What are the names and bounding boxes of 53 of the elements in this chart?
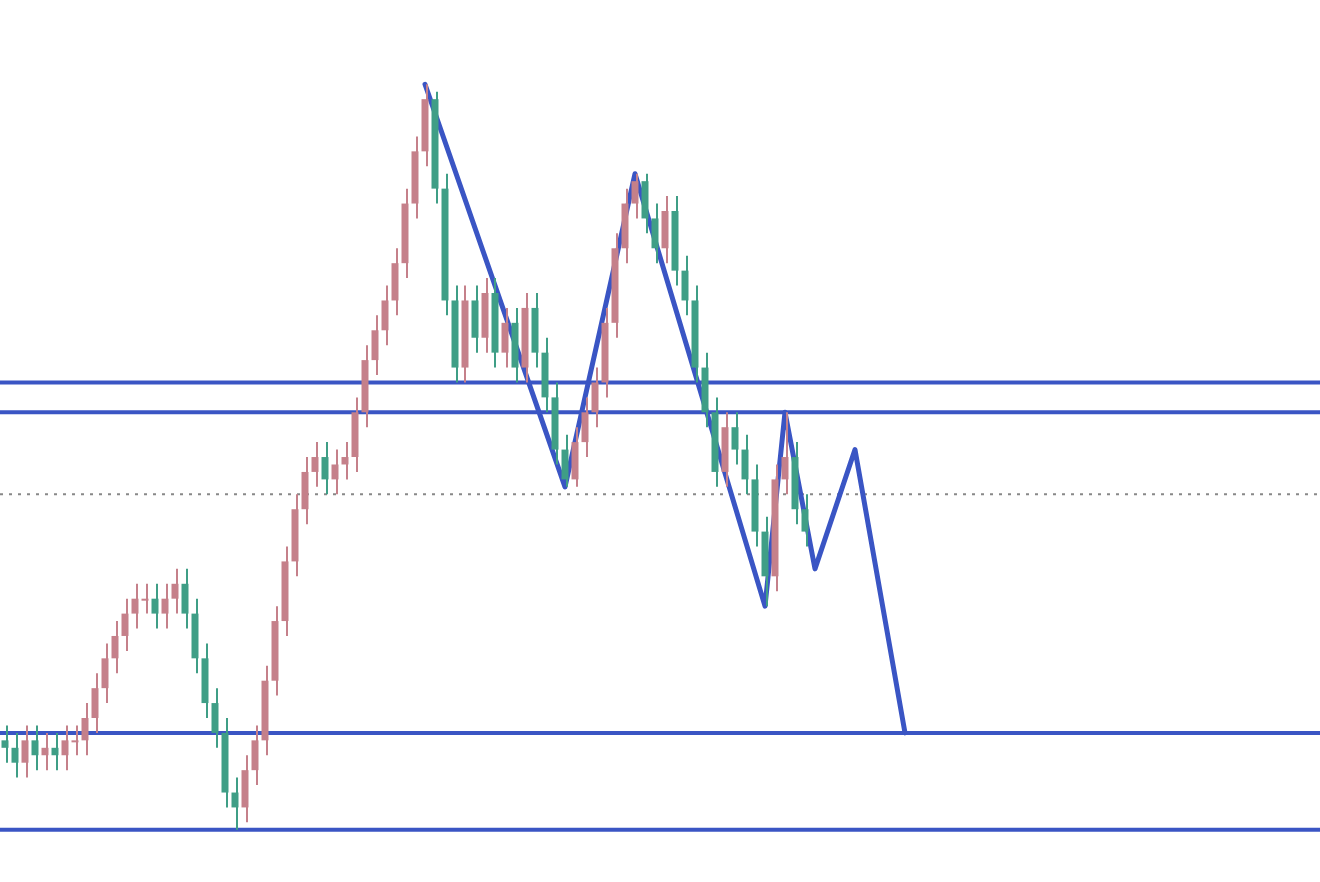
candlestick <box>391 247 399 317</box>
candlestick <box>681 254 689 317</box>
candlestick <box>731 411 739 466</box>
candlestick <box>111 620 119 675</box>
candlestick <box>321 441 329 496</box>
candlestick <box>511 306 519 384</box>
candlestick <box>381 284 389 347</box>
candlestick <box>1 724 9 764</box>
candlestick <box>581 396 589 459</box>
candlestick <box>571 426 579 488</box>
candlestick <box>351 396 359 473</box>
candlestick <box>701 351 709 429</box>
candlestick <box>181 567 189 630</box>
candlestick <box>631 172 639 220</box>
candlestick <box>171 567 179 615</box>
candlestick <box>231 776 239 831</box>
candlestick <box>151 582 159 630</box>
candlestick <box>371 314 379 377</box>
candlestick <box>191 597 199 675</box>
candlestick <box>641 172 649 235</box>
candlestick <box>741 433 749 496</box>
candlestick <box>561 433 569 488</box>
candlestick <box>301 456 309 526</box>
candlestick <box>11 731 19 779</box>
candlestick <box>101 642 109 705</box>
candlestick <box>41 731 49 772</box>
candlestick <box>501 306 509 369</box>
candlestick <box>311 441 319 488</box>
candlestick <box>51 731 59 772</box>
candlestick <box>591 366 599 429</box>
candlestick <box>781 411 789 496</box>
candlestick <box>331 448 339 496</box>
candlestick <box>481 277 489 354</box>
candlestick <box>21 724 29 779</box>
candlestick <box>241 754 249 824</box>
candlestick <box>121 597 129 652</box>
candlestick <box>81 702 89 757</box>
candlestick <box>801 493 809 548</box>
candlestick <box>251 724 259 787</box>
candlestick <box>661 195 669 265</box>
candlestick <box>91 672 99 734</box>
candlestick <box>211 687 219 749</box>
candlestick <box>31 724 39 772</box>
candlestick <box>341 441 349 481</box>
candlestick <box>761 515 769 608</box>
candlestick <box>161 582 169 630</box>
candlestick <box>471 284 479 354</box>
candlestick <box>541 336 549 414</box>
candlestick <box>651 202 659 265</box>
candlestick <box>201 642 209 719</box>
candlestick <box>721 411 729 488</box>
candlestick <box>621 187 629 265</box>
candlestick <box>531 292 539 369</box>
